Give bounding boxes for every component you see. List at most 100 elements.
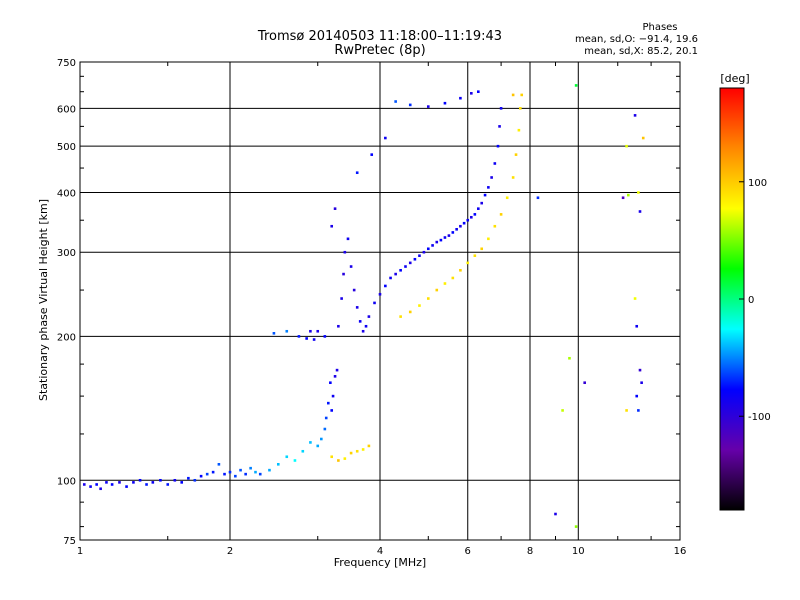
y-tick-label: 400 — [57, 188, 76, 199]
data-point — [408, 103, 412, 107]
data-point — [459, 268, 462, 272]
data-point — [159, 478, 162, 482]
data-point — [285, 329, 289, 333]
x-tick-label: 16 — [674, 546, 687, 557]
data-point — [343, 250, 347, 254]
data-point — [574, 84, 578, 87]
phase-stats-o: mean, sd,O: −91.4, 19.6 — [575, 34, 698, 45]
data-point — [496, 144, 500, 148]
y-tick-label: 300 — [57, 248, 76, 259]
data-point — [511, 93, 515, 97]
phase-stats-heading: Phases — [642, 22, 677, 33]
data-point — [355, 449, 359, 453]
data-point — [151, 481, 155, 484]
data-point — [621, 196, 625, 200]
data-point — [426, 297, 430, 300]
data-point — [394, 100, 397, 103]
data-point — [431, 244, 434, 247]
y-tick-label: 200 — [57, 332, 76, 343]
data-point — [554, 512, 557, 516]
data-point — [99, 487, 102, 491]
data-point — [89, 485, 92, 488]
y-tick-label: 75 — [63, 536, 76, 547]
data-point — [480, 201, 484, 205]
data-point — [352, 288, 356, 292]
x-tick-label: 1 — [77, 546, 83, 557]
data-point — [223, 472, 226, 476]
data-point — [285, 455, 289, 459]
data-point — [625, 144, 628, 148]
data-point — [435, 240, 439, 244]
data-point — [272, 331, 276, 335]
plot-area: 1 2 4 6 8 10 16 75 100 200 300 400 500 600 750 — [57, 58, 686, 557]
data-point — [132, 481, 135, 484]
y-tick-label: 750 — [57, 58, 76, 69]
data-point — [459, 224, 462, 228]
data-point — [330, 455, 334, 459]
data-point — [511, 176, 515, 179]
chart-title: Tromsø 20140503 11:18:00–11:19:43 — [257, 29, 502, 44]
data-point — [254, 470, 257, 474]
data-point — [316, 444, 320, 448]
data-point — [517, 128, 521, 132]
data-point — [413, 257, 417, 261]
data-point — [323, 335, 327, 338]
data-point — [625, 409, 628, 412]
data-point — [426, 105, 430, 108]
data-point — [487, 186, 490, 189]
data-point — [536, 196, 540, 200]
data-point — [480, 247, 484, 251]
data-point — [493, 162, 497, 165]
x-tick-label: 2 — [227, 546, 233, 557]
data-point — [355, 306, 359, 309]
data-point — [633, 114, 637, 117]
y-tick-label: 600 — [57, 104, 76, 115]
x-tick-label: 6 — [465, 546, 471, 557]
data-point — [466, 261, 470, 265]
data-point — [635, 394, 639, 398]
colorbar-tick-label: -100 — [748, 412, 771, 423]
data-point — [389, 276, 392, 280]
data-point — [399, 268, 402, 272]
data-point — [316, 329, 320, 333]
data-point — [193, 478, 197, 482]
data-point — [443, 101, 447, 105]
data-point — [447, 234, 451, 237]
data-point — [477, 207, 480, 210]
data-point — [520, 93, 524, 97]
data-point — [477, 90, 480, 94]
data-point — [333, 207, 337, 210]
data-point — [466, 218, 470, 222]
data-point — [443, 282, 447, 285]
data-point — [355, 171, 359, 175]
data-point — [394, 272, 397, 276]
data-point — [337, 459, 340, 462]
data-point — [249, 466, 252, 470]
data-point — [455, 228, 458, 231]
data-point — [439, 238, 443, 242]
data-point — [118, 481, 121, 484]
data-point — [110, 483, 114, 486]
data-point — [443, 236, 447, 239]
data-point — [309, 329, 312, 333]
y-tick-label: 500 — [57, 142, 76, 153]
data-point — [244, 472, 247, 476]
data-point — [426, 247, 430, 251]
data-point — [462, 221, 466, 225]
data-point — [268, 468, 271, 472]
data-point — [418, 304, 421, 307]
data-point — [337, 324, 340, 328]
plot-frame — [79, 61, 681, 541]
data-point — [320, 437, 323, 441]
colorbar-tick-label: 100 — [748, 178, 767, 189]
data-point — [293, 459, 297, 462]
data-point — [499, 213, 503, 216]
data-point — [361, 329, 365, 333]
data-point — [574, 525, 578, 528]
colorbar-tick-label: 0 — [748, 295, 754, 306]
data-point — [633, 297, 637, 300]
phase-stats-x: mean, sd,X: 85.2, 20.1 — [584, 46, 698, 57]
data-point — [340, 297, 343, 300]
data-point — [327, 401, 330, 405]
data-point — [349, 265, 353, 268]
